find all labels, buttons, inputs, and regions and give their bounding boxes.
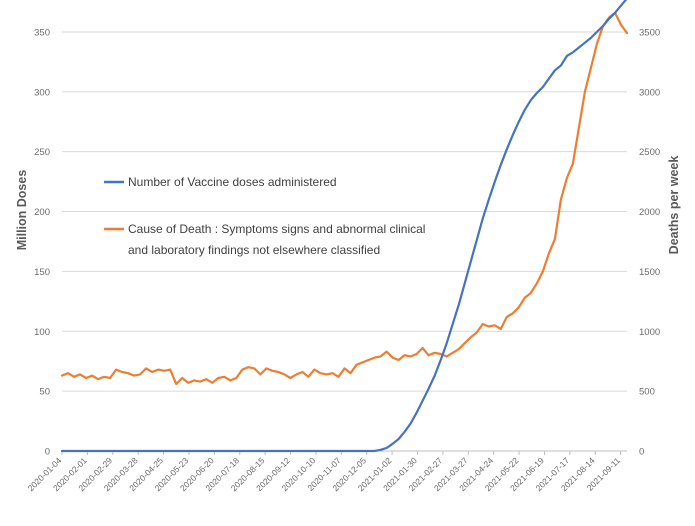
right-tick-label-3500: 3500 [639, 27, 660, 38]
x-axis-ticks: 2020-01-042020-02-012020-02-292020-03-28… [26, 451, 622, 493]
right-tick-label-1500: 1500 [639, 267, 660, 278]
right-tick-label-500: 500 [639, 387, 655, 398]
left-tick-label-200: 200 [34, 207, 50, 218]
series-line-0 [60, 0, 628, 453]
gridlines [62, 31, 627, 452]
left-tick-label-250: 250 [34, 147, 50, 158]
left-tick-label-150: 150 [34, 267, 50, 278]
left-tick-label-100: 100 [34, 327, 50, 338]
legend-label-deaths-line1: Cause of Death : Symptoms signs and abno… [128, 222, 425, 236]
left-tick-label-350: 350 [34, 27, 50, 38]
legend: Number of Vaccine doses administered Cau… [104, 175, 425, 257]
right-tick-label-2000: 2000 [639, 207, 660, 218]
series-line-1 [60, 11, 629, 386]
legend-label-deaths-line2: and laboratory findings not elsewhere cl… [128, 243, 380, 257]
legend-label-vaccine: Number of Vaccine doses administered [128, 175, 337, 189]
left-tick-label-50: 50 [39, 387, 50, 398]
left-tick-label-0: 0 [45, 447, 50, 458]
left-axis-ticks: 0 50 100 150 200 250 300 350 [34, 27, 50, 457]
right-tick-label-2500: 2500 [639, 147, 660, 158]
right-axis-ticks: 0 500 1000 1500 2000 2500 3000 3500 [639, 27, 660, 457]
y-axis-title-left: Million Doses [15, 170, 29, 251]
left-tick-label-300: 300 [34, 87, 50, 98]
right-tick-label-3000: 3000 [639, 87, 660, 98]
series-lines [60, 0, 629, 453]
right-tick-label-0: 0 [639, 447, 644, 458]
y-axis-title-right: Deaths per week [667, 156, 681, 255]
right-tick-label-1000: 1000 [639, 327, 660, 338]
